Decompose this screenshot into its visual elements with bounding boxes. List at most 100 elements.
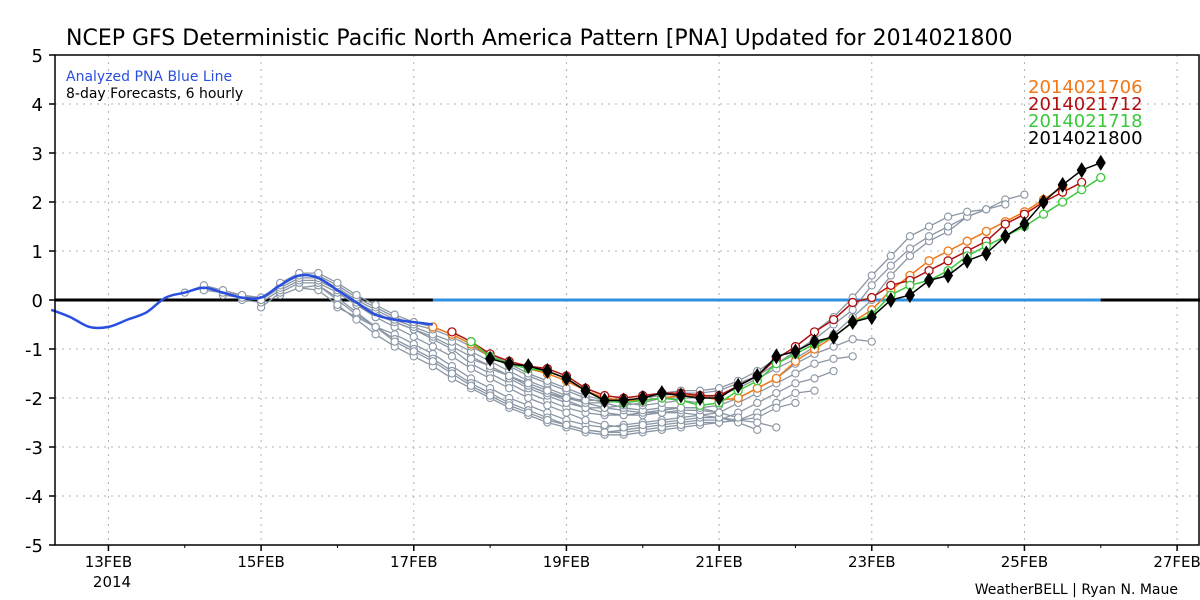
series-point-diamond	[847, 314, 858, 331]
series-point	[848, 297, 858, 308]
y-tick-label: -4	[25, 487, 43, 508]
member-point	[848, 305, 857, 314]
member-point	[676, 403, 686, 412]
series-point-diamond	[733, 377, 744, 394]
series-point	[1038, 209, 1049, 219]
member-line	[279, 284, 796, 433]
x-tick-label: 21FEB	[695, 553, 742, 571]
series-point	[943, 246, 953, 256]
member-point	[352, 315, 361, 324]
member-point	[447, 369, 457, 378]
member-point	[924, 232, 934, 241]
series-point-diamond	[695, 390, 706, 406]
series-point-diamond	[809, 333, 820, 350]
member-point	[943, 222, 953, 231]
y-tick-label: 3	[32, 144, 43, 165]
member-point	[829, 354, 838, 363]
series-point	[466, 336, 476, 347]
member-point	[657, 418, 666, 427]
member-point	[886, 251, 895, 261]
member-point	[753, 398, 762, 408]
series-point-diamond	[656, 385, 667, 402]
y-tick-label: -1	[25, 340, 43, 361]
series-point	[943, 256, 953, 266]
credit-text: WeatherBELL | Ryan N. Maue	[975, 582, 1178, 598]
series-point	[828, 314, 839, 325]
member-line	[470, 208, 987, 402]
series-point-diamond	[904, 287, 915, 304]
member-point	[524, 408, 533, 417]
member-point	[543, 401, 552, 410]
member-point	[428, 357, 437, 366]
member-point	[562, 420, 571, 430]
member-point	[390, 310, 399, 319]
x-tick-label: 23FEB	[848, 553, 895, 571]
series-point-diamond	[981, 245, 992, 262]
member-point	[581, 415, 590, 425]
member-line	[489, 203, 1006, 404]
x-tick-label: 17FEB	[390, 553, 437, 571]
series-point	[1096, 172, 1106, 183]
series-line	[432, 186, 1064, 402]
series-point	[924, 256, 934, 266]
member-point	[676, 415, 686, 425]
y-tick-label: -3	[25, 438, 43, 459]
series-point-diamond	[523, 358, 534, 375]
plot-frame	[54, 54, 1200, 546]
series-point-diamond	[637, 390, 648, 406]
member-point	[772, 423, 781, 432]
member-point	[524, 393, 533, 403]
analysis-series	[50, 273, 433, 330]
member-point	[810, 359, 819, 368]
legend-entry: 2014021800	[1028, 128, 1143, 149]
series-point-diamond	[542, 363, 553, 380]
member-point	[562, 408, 571, 417]
series-point-diamond	[1000, 228, 1011, 245]
y-tick-label: -5	[25, 536, 43, 557]
y-tick-label: 1	[32, 242, 43, 263]
series-point-diamond	[866, 309, 877, 326]
series-point-diamond	[943, 267, 954, 284]
member-point	[753, 418, 762, 427]
member-point	[943, 212, 953, 221]
member-line	[356, 304, 872, 416]
y-tick-label: 4	[32, 95, 43, 116]
series-point-diamond	[599, 392, 610, 409]
series-line	[451, 181, 1083, 399]
series-point-diamond	[752, 367, 763, 384]
series-point-diamond	[714, 390, 725, 406]
annotation-subtitle: 8-day Forecasts, 6 hourly	[66, 86, 243, 102]
member-point	[791, 369, 800, 378]
member-point	[829, 366, 838, 376]
member-point	[485, 391, 495, 400]
member-point	[466, 364, 476, 373]
member-point	[791, 379, 800, 388]
member-point	[905, 251, 915, 261]
chart-title: NCEP GFS Deterministic Pacific North Ame…	[66, 26, 1013, 51]
member-point	[924, 222, 934, 231]
year-label: 2014	[93, 573, 131, 591]
series-point-diamond	[924, 272, 935, 289]
series-point	[771, 373, 781, 384]
series-point-diamond	[962, 252, 973, 269]
series-point-diamond	[771, 348, 782, 365]
member-point	[791, 398, 800, 408]
y-tick-label: 5	[32, 46, 43, 67]
series-point-diamond	[1076, 162, 1087, 179]
member-point	[905, 244, 915, 253]
series-point-diamond	[1019, 216, 1030, 233]
x-tick-label: 13FEB	[85, 553, 132, 571]
member-point	[371, 322, 380, 332]
member-point	[772, 388, 781, 398]
member-point	[772, 403, 781, 412]
series-point	[962, 236, 972, 246]
x-tick-label: 27FEB	[1153, 553, 1200, 571]
member-point	[1020, 190, 1029, 199]
member-point	[466, 354, 476, 363]
member-point	[371, 300, 380, 310]
member-point	[543, 415, 552, 425]
analysis-line	[50, 273, 433, 330]
legend-entry: 2014021706	[1028, 77, 1143, 98]
forecast-members	[180, 190, 1029, 439]
